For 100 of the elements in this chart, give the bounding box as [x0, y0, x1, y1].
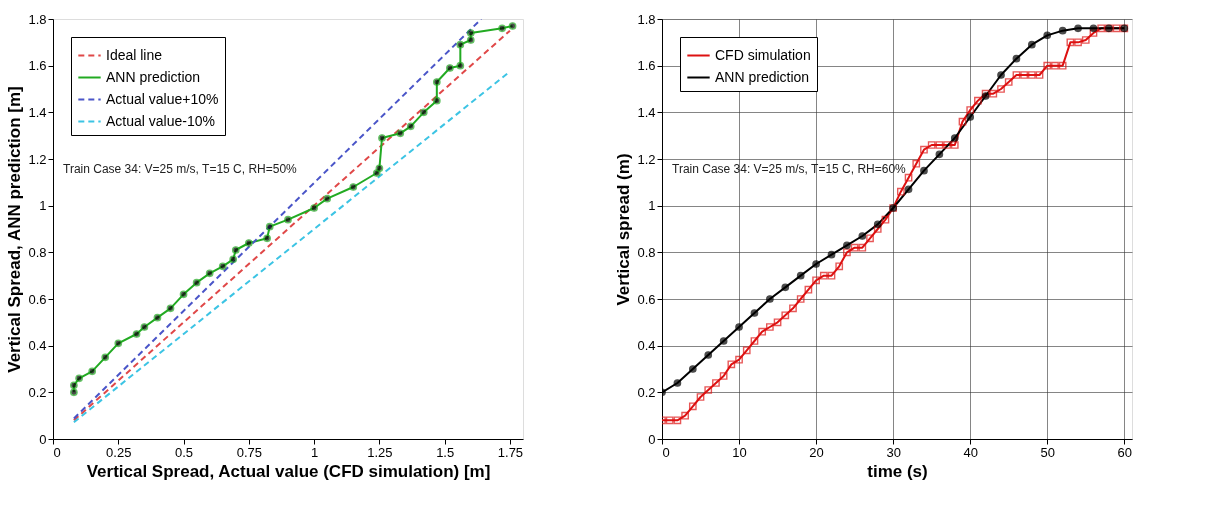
x-tick-label: 1 [310, 444, 319, 460]
point [1043, 31, 1052, 40]
point [375, 164, 384, 173]
point [132, 330, 141, 338]
point [456, 61, 465, 70]
point [88, 367, 97, 376]
point [396, 129, 405, 138]
point [750, 309, 759, 317]
point [244, 239, 253, 247]
point [508, 22, 517, 30]
x-tick-label: 40 [963, 444, 978, 460]
x-tick-label: 50 [1040, 444, 1055, 460]
legend-label: CFD simulation [715, 46, 811, 63]
y-tick-label: 0.6 [637, 291, 656, 307]
legend-label: Actual value+10% [106, 90, 219, 107]
point [378, 134, 386, 142]
point [950, 134, 959, 142]
legend-label: Ideal line [106, 46, 163, 63]
y-tick-label: 1.2 [28, 151, 47, 167]
point [466, 29, 475, 37]
y-tick-label: 1.4 [28, 104, 47, 120]
annotation: Train Case 34: V=25 m/s, T=15 C, RH=50% [63, 162, 298, 176]
point [229, 255, 238, 264]
point [284, 215, 292, 224]
y-tick-label: 0.2 [28, 384, 47, 400]
point [1074, 24, 1082, 33]
point [719, 337, 728, 345]
point [446, 64, 454, 72]
y-tick-label: 1.2 [637, 151, 656, 167]
point [935, 150, 944, 159]
x-tick-label: 0 [53, 444, 61, 460]
x-tick-label: 30 [886, 444, 901, 460]
point [1027, 40, 1036, 49]
point [812, 260, 820, 268]
point [858, 232, 867, 240]
point [688, 365, 697, 373]
point [796, 271, 805, 280]
point [456, 40, 465, 49]
y-tick-label: 0.8 [637, 244, 656, 260]
point [218, 262, 227, 271]
x-tick-label: 60 [1117, 444, 1133, 460]
point [432, 96, 441, 105]
point [498, 24, 506, 33]
point [323, 194, 332, 203]
y-tick-label: 1.8 [637, 11, 656, 27]
y-tick-label: 1.6 [637, 58, 656, 74]
y-tick-label: 1.8 [28, 11, 47, 27]
point [1012, 54, 1021, 63]
y-tick-label: 0.4 [28, 338, 47, 354]
point [904, 185, 913, 194]
point [114, 339, 123, 348]
legend-label: Actual value-10% [106, 112, 215, 129]
point [101, 353, 110, 362]
point [70, 381, 78, 390]
x-tick-label: 1.75 [497, 444, 524, 460]
point [827, 250, 836, 259]
point [1089, 24, 1098, 33]
x-tick-label: 10 [732, 444, 747, 460]
point [263, 234, 271, 243]
y-tick-label: 0 [648, 431, 656, 447]
point [70, 388, 78, 397]
x-tick-label: 20 [809, 444, 824, 460]
legend-label: ANN prediction [106, 68, 201, 85]
x-tick-label: 1.5 [436, 444, 455, 460]
y-axis-title: Vertical Spread, ANN prediction [m] [5, 86, 25, 373]
y-axis-title: Vertical spread (m) [614, 153, 634, 306]
point [205, 269, 214, 278]
annotation: Train Case 34: V=25 m/s, T=15 C, RH=60% [672, 162, 907, 176]
y-tick-label: 0.6 [28, 291, 47, 307]
point [153, 313, 162, 322]
point [310, 204, 318, 212]
x-axis-title: Vertical Spread, Actual value (CFD simulation) [m] [86, 461, 491, 481]
point [432, 78, 441, 86]
x-tick-label: 1.25 [367, 444, 393, 460]
point [843, 241, 851, 250]
x-tick-label: 0.75 [236, 444, 262, 460]
y-tick-label: 0.2 [637, 384, 656, 400]
point [781, 283, 790, 292]
point [231, 246, 240, 254]
y-tick-label: 1.4 [637, 104, 656, 120]
point [419, 108, 428, 117]
point [75, 374, 83, 383]
point [920, 166, 928, 175]
point [349, 183, 358, 191]
point [265, 222, 274, 231]
y-tick-label: 1 [648, 198, 656, 214]
x-tick-label: 0 [662, 444, 670, 460]
x-tick-label: 0.25 [106, 444, 132, 460]
x-tick-label: 0.5 [175, 444, 194, 460]
y-tick-label: 1.6 [28, 58, 47, 74]
point [873, 220, 882, 229]
x-axis-title: time (s) [867, 461, 928, 481]
point [997, 71, 1005, 79]
point [140, 323, 149, 331]
point [466, 36, 475, 44]
y-tick-label: 1 [39, 198, 47, 214]
point [735, 323, 743, 331]
point [704, 351, 713, 359]
y-tick-label: 0 [39, 431, 47, 447]
point [166, 304, 175, 313]
